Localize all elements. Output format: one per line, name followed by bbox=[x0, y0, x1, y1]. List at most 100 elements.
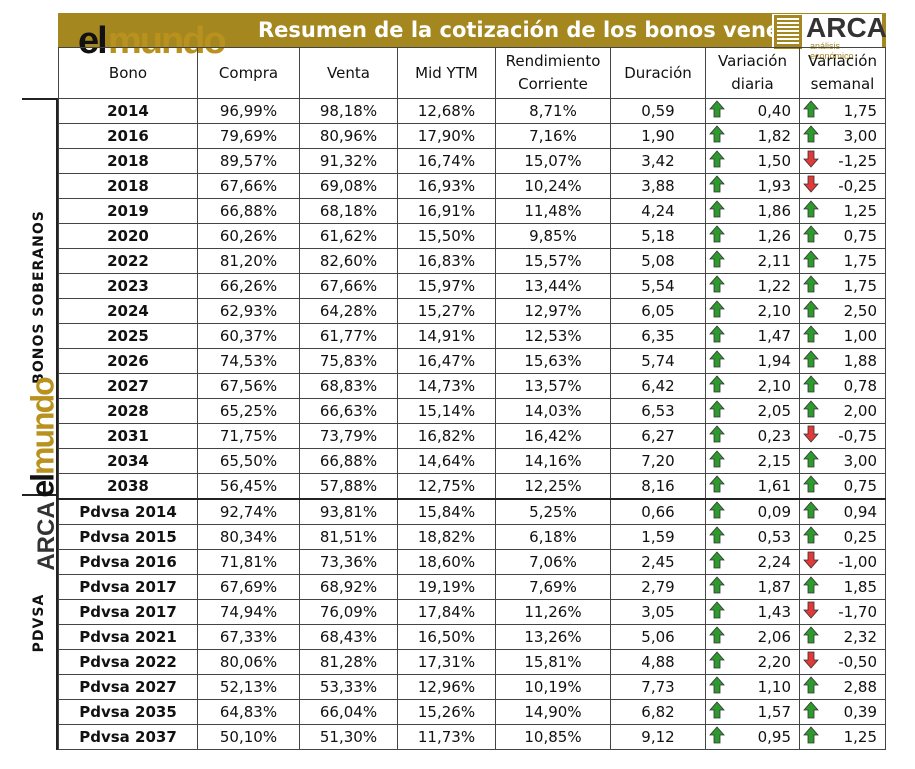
cell-rendimiento: 7,06% bbox=[495, 549, 611, 575]
arrow-up-icon bbox=[709, 150, 725, 172]
cell-venta: 73,36% bbox=[299, 549, 398, 575]
cell-mid-ytm: 14,91% bbox=[397, 323, 496, 349]
table-row: 2025 60,37% 61,77% 14,91% 12,53% 6,35 1,47 1,00 bbox=[58, 323, 886, 349]
cell-mid-ytm: 15,97% bbox=[397, 273, 496, 299]
cell-compra: 80,34% bbox=[197, 524, 300, 550]
cell-compra: 67,69% bbox=[197, 574, 300, 600]
cell-variacion-diaria: 0,53 bbox=[705, 524, 800, 550]
cell-rendimiento: 15,63% bbox=[495, 348, 611, 374]
cell-variacion-diaria: 1,22 bbox=[705, 273, 800, 299]
cell-mid-ytm: 19,19% bbox=[397, 574, 496, 600]
arca-logo-name: ARCA bbox=[806, 12, 887, 43]
cell-bono: 2024 bbox=[58, 298, 198, 324]
table-row: Pdvsa 2017 67,69% 68,92% 19,19% 7,69% 2,79 1,8… bbox=[58, 574, 886, 600]
table-row: 2034 65,50% 66,88% 14,64% 14,16% 7,20 2,15 3,00 bbox=[58, 448, 886, 474]
cell-bono: 2018 bbox=[58, 173, 198, 199]
cell-variacion-diaria: 1,93 bbox=[705, 173, 800, 199]
cell-rendimiento: 10,24% bbox=[495, 173, 611, 199]
arrow-up-icon bbox=[803, 701, 819, 723]
cell-variacion-diaria: 2,06 bbox=[705, 624, 800, 650]
arrow-down-icon bbox=[803, 651, 819, 673]
arrow-up-icon bbox=[709, 225, 725, 247]
arrow-down-icon bbox=[803, 175, 819, 197]
table-row: 2024 62,93% 64,28% 15,27% 12,97% 6,05 2,10 2,50 bbox=[58, 298, 886, 324]
cell-compra: 71,81% bbox=[197, 549, 300, 575]
cell-bono: Pdvsa 2027 bbox=[58, 674, 198, 700]
arrow-up-icon bbox=[709, 325, 725, 347]
cell-duracion: 9,12 bbox=[610, 724, 706, 750]
cell-variacion-semanal: 1,75 bbox=[799, 273, 886, 299]
cell-compra: 74,94% bbox=[197, 599, 300, 625]
col-header-vd-1: Variación bbox=[718, 52, 787, 70]
cell-bono: 2038 bbox=[58, 473, 198, 500]
table-row: 2027 67,56% 68,83% 14,73% 13,57% 6,42 2,10 0,78 bbox=[58, 373, 886, 399]
cell-variacion-semanal: -1,70 bbox=[799, 599, 886, 625]
arrow-up-icon bbox=[803, 275, 819, 297]
cell-bono: 2014 bbox=[58, 98, 198, 124]
cell-venta: 98,18% bbox=[299, 98, 398, 124]
page-title: Resumen de la cotización de los bonos ve… bbox=[258, 18, 871, 42]
arrow-up-icon bbox=[709, 551, 725, 573]
elmundo-vertical-main: mundo bbox=[24, 377, 61, 475]
cell-mid-ytm: 15,27% bbox=[397, 298, 496, 324]
cell-venta: 51,30% bbox=[299, 724, 398, 750]
cell-rendimiento: 7,16% bbox=[495, 123, 611, 149]
cell-variacion-diaria: 2,15 bbox=[705, 448, 800, 474]
group-pdvsa: PDVSA bbox=[22, 494, 58, 750]
cell-mid-ytm: 16,83% bbox=[397, 248, 496, 274]
cell-variacion-semanal: -0,75 bbox=[799, 423, 886, 449]
arrow-up-icon bbox=[709, 475, 725, 497]
cell-duracion: 7,20 bbox=[610, 448, 706, 474]
cell-rendimiento: 12,25% bbox=[495, 473, 611, 500]
arrow-up-icon bbox=[803, 626, 819, 648]
cell-variacion-diaria: 0,95 bbox=[705, 724, 800, 750]
cell-duracion: 8,16 bbox=[610, 473, 706, 500]
table-row: 2023 66,26% 67,66% 15,97% 13,44% 5,54 1,22 1,75 bbox=[58, 273, 886, 299]
cell-variacion-semanal-value: 1,88 bbox=[843, 352, 877, 370]
cell-mid-ytm: 12,68% bbox=[397, 98, 496, 124]
cell-rendimiento: 10,85% bbox=[495, 724, 611, 750]
cell-venta: 53,33% bbox=[299, 674, 398, 700]
cell-variacion-semanal: -0,50 bbox=[799, 649, 886, 675]
arrow-down-icon bbox=[803, 425, 819, 447]
cell-duracion: 6,42 bbox=[610, 373, 706, 399]
table-row: Pdvsa 2014 92,74% 93,81% 15,84% 5,25% 0,66 0,0… bbox=[58, 498, 886, 525]
cell-variacion-diaria-value: 0,23 bbox=[757, 427, 791, 445]
table-row: 2022 81,20% 82,60% 16,83% 15,57% 5,08 2,11 1,75 bbox=[58, 248, 886, 274]
cell-duracion: 4,24 bbox=[610, 198, 706, 224]
arrow-down-icon bbox=[803, 551, 819, 573]
cell-compra: 65,25% bbox=[197, 398, 300, 424]
arrow-up-icon bbox=[709, 375, 725, 397]
col-header-variacion-diaria: Variación diaria bbox=[705, 47, 800, 99]
cell-rendimiento: 14,16% bbox=[495, 448, 611, 474]
cell-bono: Pdvsa 2037 bbox=[58, 724, 198, 750]
cell-variacion-diaria: 0,23 bbox=[705, 423, 800, 449]
cell-variacion-semanal-value: 3,00 bbox=[843, 127, 877, 145]
cell-duracion: 5,18 bbox=[610, 223, 706, 249]
cell-variacion-diaria: 2,11 bbox=[705, 248, 800, 274]
cell-venta: 68,83% bbox=[299, 373, 398, 399]
cell-duracion: 6,82 bbox=[610, 699, 706, 725]
group-soberanos-label: BONOS SOBERANOS bbox=[31, 210, 47, 384]
cell-duracion: 6,05 bbox=[610, 298, 706, 324]
cell-rendimiento: 15,57% bbox=[495, 248, 611, 274]
table-row: Pdvsa 2017 74,94% 76,09% 17,84% 11,26% 3,05 1,… bbox=[58, 599, 886, 625]
arrow-up-icon bbox=[709, 576, 725, 598]
cell-duracion: 0,66 bbox=[610, 498, 706, 525]
col-header-rendimiento: Rendimiento Corriente bbox=[495, 47, 611, 99]
cell-compra: 60,37% bbox=[197, 323, 300, 349]
cell-compra: 66,26% bbox=[197, 273, 300, 299]
cell-mid-ytm: 18,60% bbox=[397, 549, 496, 575]
group-soberanos: BONOS SOBERANOS bbox=[22, 98, 58, 494]
cell-variacion-diaria: 2,20 bbox=[705, 649, 800, 675]
col-header-variacion-semanal: Variación semanal bbox=[799, 47, 886, 99]
cell-variacion-semanal: 1,85 bbox=[799, 574, 886, 600]
cell-compra: 81,20% bbox=[197, 248, 300, 274]
cell-variacion-diaria-value: 1,86 bbox=[757, 202, 791, 220]
arrow-up-icon bbox=[709, 425, 725, 447]
arrow-up-icon bbox=[803, 200, 819, 222]
col-header-bono-text: Bono bbox=[108, 63, 148, 82]
cell-venta: 66,88% bbox=[299, 448, 398, 474]
cell-variacion-diaria-value: 1,10 bbox=[757, 678, 791, 696]
cell-duracion: 6,35 bbox=[610, 323, 706, 349]
